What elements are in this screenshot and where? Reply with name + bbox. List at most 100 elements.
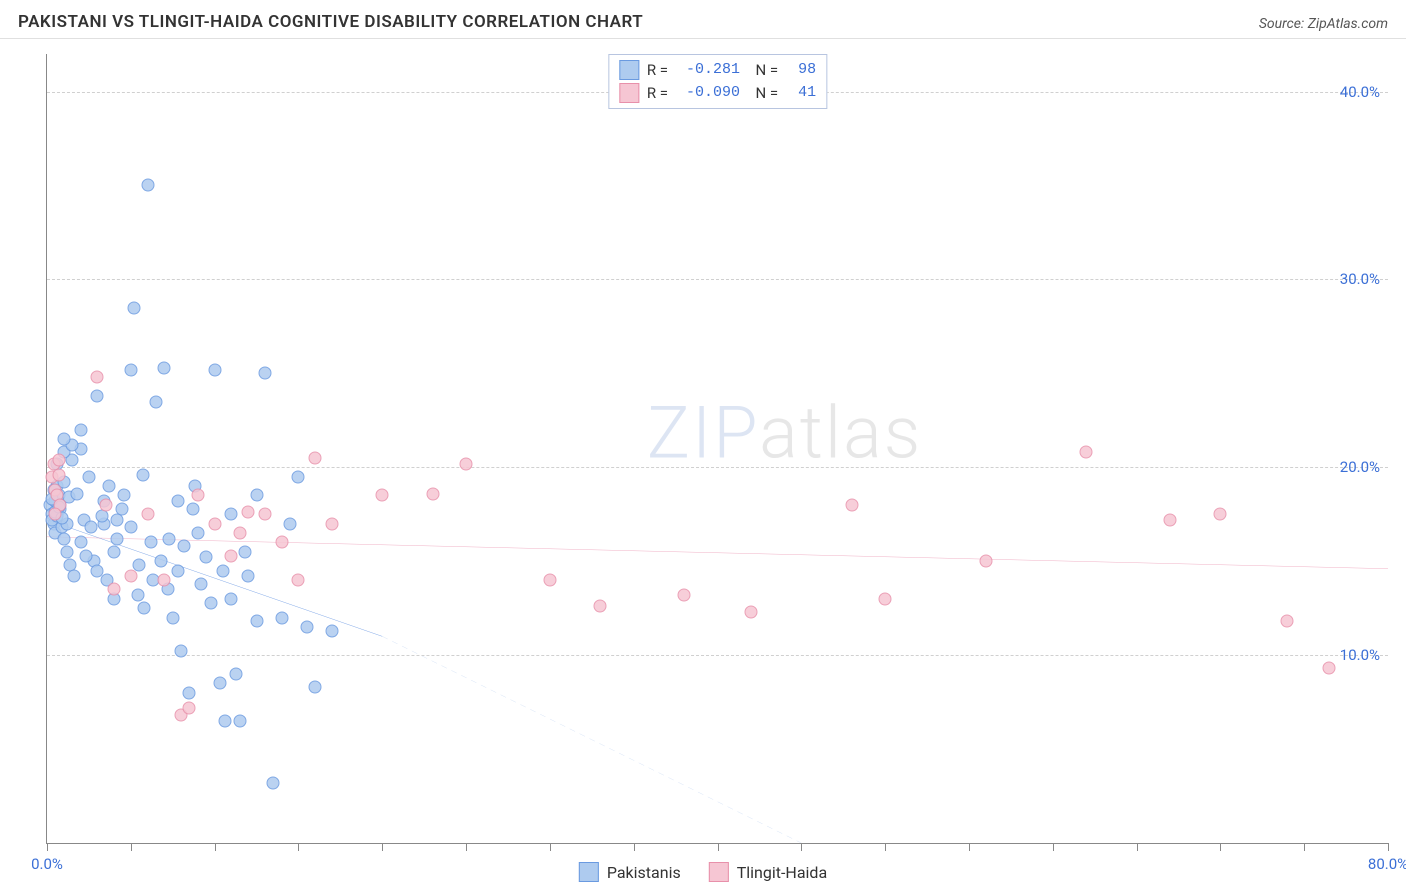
scatter-point <box>91 564 104 577</box>
scatter-point <box>124 521 137 534</box>
scatter-point <box>200 551 213 564</box>
scatter-point <box>250 489 263 502</box>
chart-title: PAKISTANI VS TLINGIT-HAIDA COGNITIVE DIS… <box>18 12 643 32</box>
scatter-point <box>230 667 243 680</box>
scatter-point <box>74 423 87 436</box>
scatter-point <box>163 532 176 545</box>
y-tick-label: 30.0% <box>1340 270 1380 288</box>
x-tick <box>298 843 299 851</box>
correlation-legend: R =-0.281 N =98R =-0.090 N =41 <box>608 54 827 109</box>
scatter-point <box>309 451 322 464</box>
scatter-point <box>325 624 338 637</box>
legend-swatch <box>619 83 639 103</box>
x-tick <box>466 843 467 851</box>
gridline <box>47 655 1388 656</box>
scatter-point <box>195 577 208 590</box>
scatter-point <box>67 570 80 583</box>
chart-header: PAKISTANI VS TLINGIT-HAIDA COGNITIVE DIS… <box>0 0 1406 39</box>
scatter-point <box>845 498 858 511</box>
scatter-point <box>183 686 196 699</box>
legend-n-label: N = <box>748 82 778 105</box>
legend-swatch <box>579 862 599 882</box>
scatter-point <box>175 645 188 658</box>
scatter-point <box>213 677 226 690</box>
scatter-point <box>111 532 124 545</box>
series-legend-label: Pakistanis <box>607 863 681 882</box>
scatter-point <box>108 583 121 596</box>
x-tick <box>1220 843 1221 851</box>
legend-r-label: R = <box>647 59 668 82</box>
x-tick <box>885 843 886 851</box>
scatter-point <box>225 592 238 605</box>
legend-swatch <box>709 862 729 882</box>
scatter-point <box>275 536 288 549</box>
scatter-point <box>460 457 473 470</box>
y-tick-label: 20.0% <box>1340 458 1380 476</box>
scatter-point <box>71 487 84 500</box>
x-tick <box>634 843 635 851</box>
x-tick-label: 80.0% <box>1368 855 1406 873</box>
scatter-point <box>292 573 305 586</box>
scatter-point <box>879 592 892 605</box>
x-tick <box>801 843 802 851</box>
gridline <box>47 279 1388 280</box>
scatter-point <box>191 489 204 502</box>
x-tick-label: 0.0% <box>31 855 63 873</box>
scatter-point <box>183 701 196 714</box>
x-tick <box>1137 843 1138 851</box>
scatter-point <box>108 545 121 558</box>
scatter-point <box>99 498 112 511</box>
scatter-point <box>178 540 191 553</box>
scatter-point <box>171 495 184 508</box>
scatter-point <box>144 536 157 549</box>
scatter-point <box>292 470 305 483</box>
scatter-point <box>49 508 62 521</box>
scatter-point <box>208 363 221 376</box>
series-legend: Pakistanis Tlingit-Haida <box>579 862 827 882</box>
x-tick <box>969 843 970 851</box>
scatter-plot: ZIPatlas R =-0.281 N =98R =-0.090 N =41 … <box>46 54 1388 844</box>
scatter-point <box>677 589 690 602</box>
scatter-point <box>52 453 65 466</box>
legend-swatch <box>619 60 639 80</box>
x-tick <box>1304 843 1305 851</box>
trend-line <box>382 636 801 843</box>
scatter-point <box>284 517 297 530</box>
legend-r-value: -0.281 <box>676 59 740 82</box>
scatter-point <box>325 517 338 530</box>
scatter-point <box>91 371 104 384</box>
scatter-point <box>138 602 151 615</box>
scatter-point <box>91 389 104 402</box>
chart-area: Cognitive Disability ZIPatlas R =-0.281 … <box>0 42 1406 892</box>
scatter-point <box>57 532 70 545</box>
scatter-point <box>205 596 218 609</box>
x-tick <box>215 843 216 851</box>
scatter-point <box>171 564 184 577</box>
scatter-point <box>118 489 131 502</box>
scatter-point <box>233 527 246 540</box>
scatter-point <box>217 564 230 577</box>
scatter-point <box>79 549 92 562</box>
scatter-point <box>141 508 154 521</box>
scatter-point <box>52 468 65 481</box>
scatter-point <box>1164 513 1177 526</box>
scatter-point <box>82 470 95 483</box>
scatter-point <box>218 714 231 727</box>
scatter-point <box>149 395 162 408</box>
scatter-point <box>74 536 87 549</box>
scatter-point <box>225 549 238 562</box>
scatter-point <box>131 589 144 602</box>
scatter-point <box>124 570 137 583</box>
scatter-point <box>186 502 199 515</box>
series-legend-label: Tlingit-Haida <box>737 863 827 882</box>
scatter-point <box>594 600 607 613</box>
trend-line <box>47 520 382 636</box>
series-legend-item: Tlingit-Haida <box>709 862 827 882</box>
scatter-point <box>208 517 221 530</box>
scatter-point <box>233 714 246 727</box>
scatter-point <box>61 545 74 558</box>
scatter-point <box>133 558 146 571</box>
legend-n-value: 98 <box>786 59 816 82</box>
scatter-point <box>136 468 149 481</box>
legend-n-value: 41 <box>786 82 816 105</box>
